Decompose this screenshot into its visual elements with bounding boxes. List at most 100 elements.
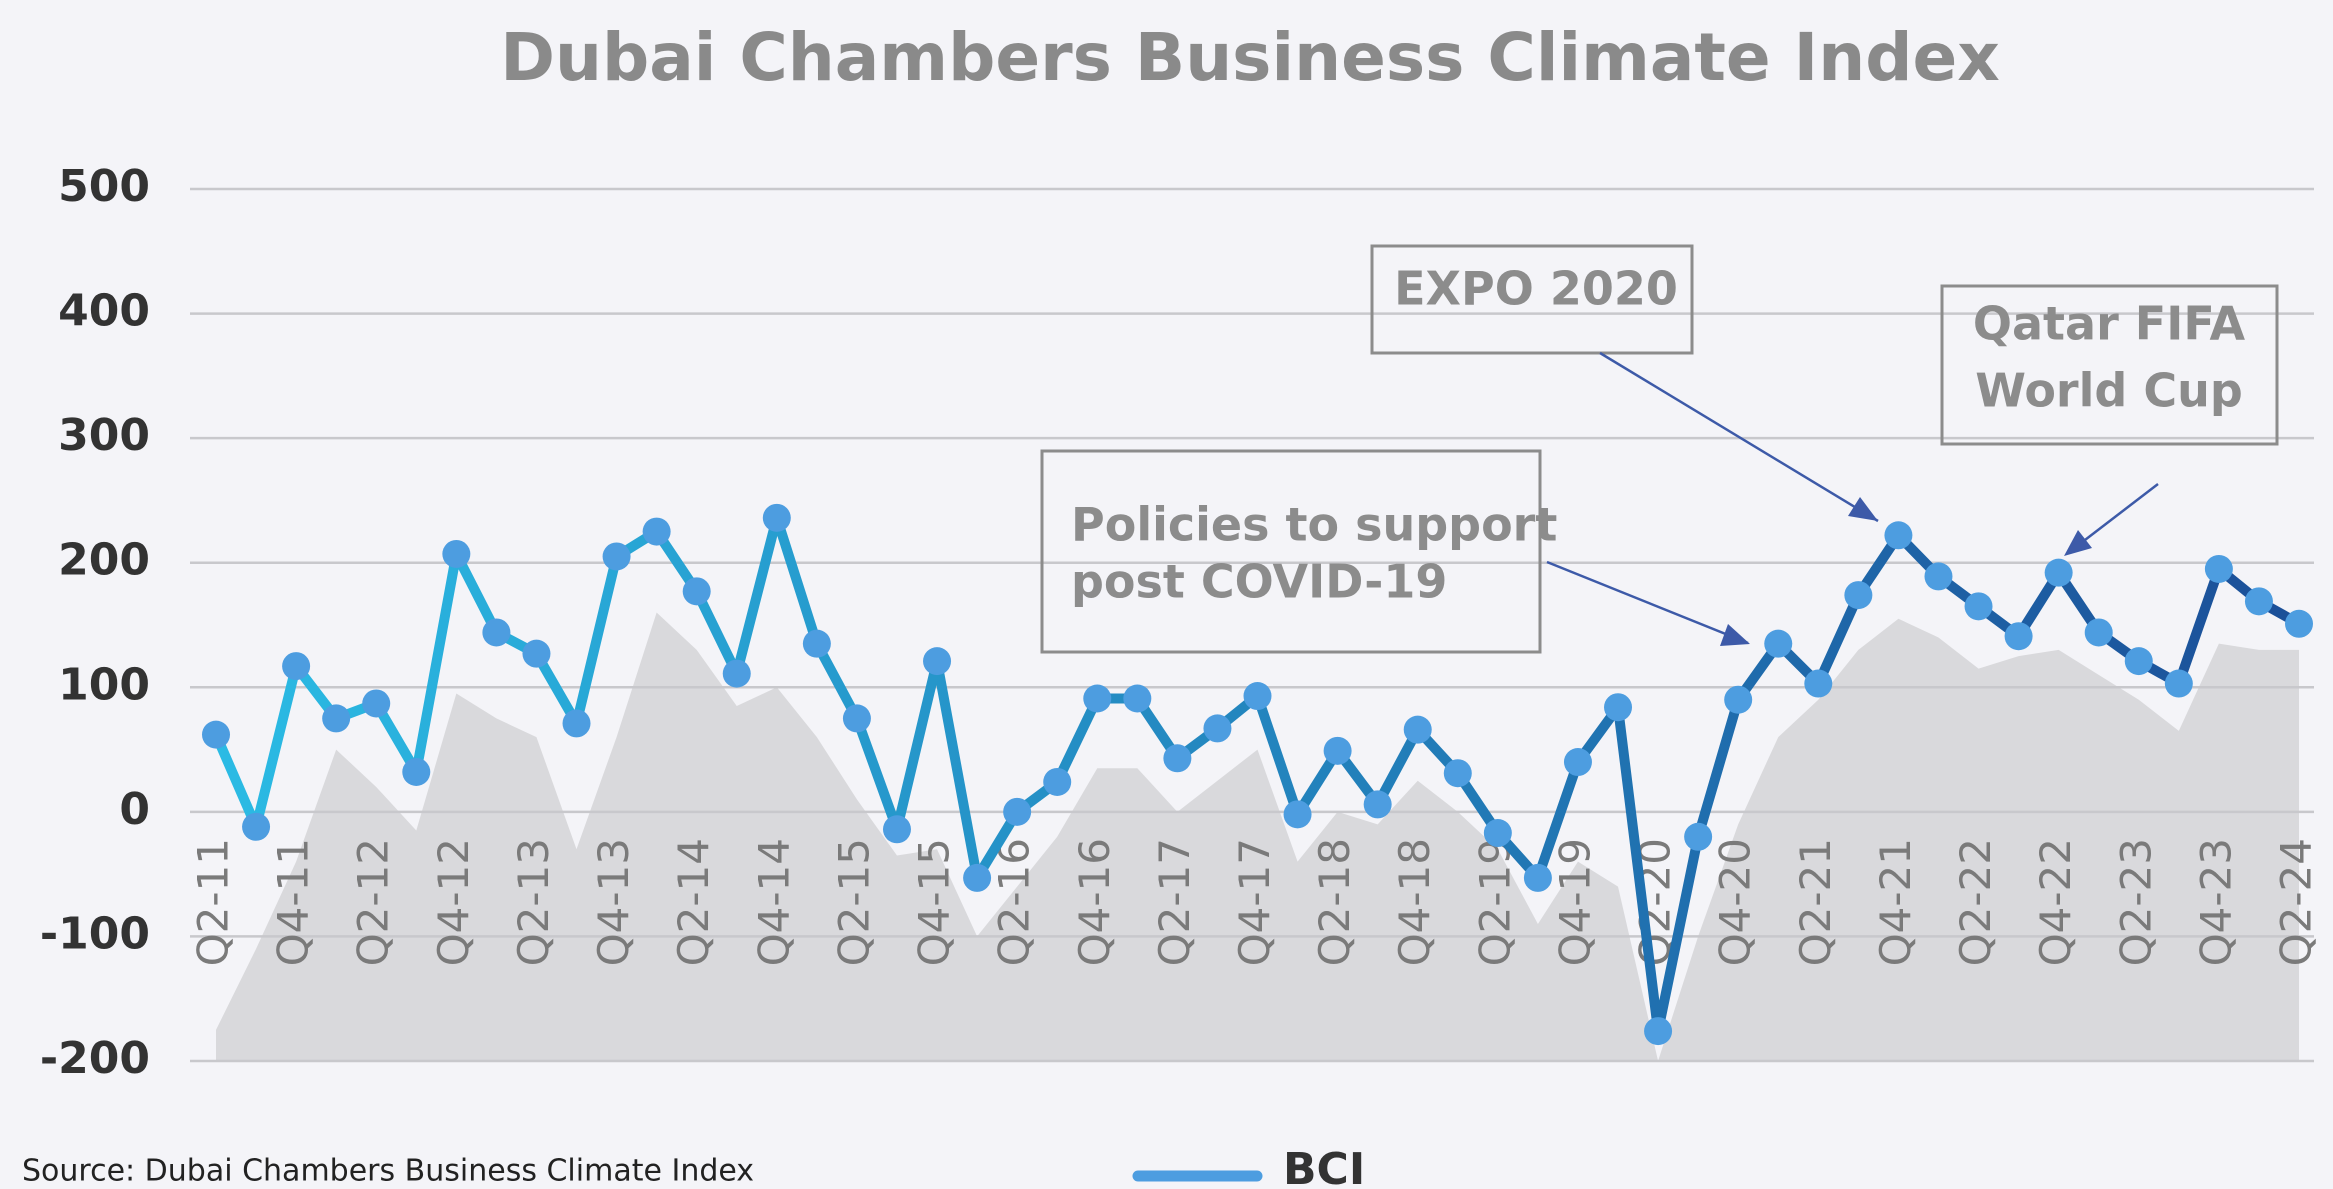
point xyxy=(762,503,791,532)
point xyxy=(1644,1017,1673,1046)
point xyxy=(1884,521,1913,550)
point xyxy=(1563,748,1592,777)
legend-label: BCI xyxy=(1283,1144,1365,1189)
annotation-box xyxy=(1940,284,2279,446)
x-tick-label: Q4-12 xyxy=(429,838,478,966)
area-layer xyxy=(216,612,2299,1061)
point xyxy=(402,757,431,786)
point xyxy=(242,812,271,841)
point xyxy=(842,704,871,733)
point xyxy=(1964,592,1993,621)
y-tick-label: 200 xyxy=(58,535,150,586)
point xyxy=(482,618,511,647)
x-tick-label: Q2-16 xyxy=(990,838,1039,966)
arrow-head xyxy=(1720,624,1750,646)
x-tick-label: Q4-14 xyxy=(749,838,798,966)
point xyxy=(2044,558,2073,587)
x-tick-label: Q2-23 xyxy=(2111,838,2160,966)
x-tick-label: Q4-13 xyxy=(589,838,638,966)
point xyxy=(1804,669,1833,698)
point xyxy=(1083,684,1112,713)
annotation-arrow xyxy=(1546,560,1749,645)
x-tick-label: Q2-19 xyxy=(1470,838,1519,966)
point xyxy=(1403,715,1432,744)
point xyxy=(1523,863,1552,892)
point xyxy=(1724,685,1753,714)
annotation-arrow xyxy=(1599,351,1879,523)
point xyxy=(963,863,992,892)
point xyxy=(1283,800,1312,829)
point xyxy=(1684,822,1713,851)
y-tick-label: -100 xyxy=(40,908,150,959)
grid-layer: -200 -100 0 100 200 300 400 500 Q2-11 Q4-11 Q2-12 Q… xyxy=(40,161,2321,1084)
x-tick-label: Q2-13 xyxy=(509,838,558,966)
x-tick-label: Q2-14 xyxy=(669,838,718,966)
point xyxy=(1243,682,1272,711)
area xyxy=(216,612,2299,1061)
x-tick-label: Q4-17 xyxy=(1230,838,1279,966)
point xyxy=(2285,609,2313,638)
point xyxy=(1163,744,1192,773)
point xyxy=(802,629,831,658)
y-tick-label: 500 xyxy=(58,161,150,212)
y-tick-label: 300 xyxy=(58,410,150,461)
point xyxy=(562,709,591,738)
annotation: Qatar FIFA World Cup xyxy=(1940,284,2279,556)
x-tick-label: Q4-15 xyxy=(910,838,959,966)
point xyxy=(1764,629,1793,658)
x-tick-label: Q2-22 xyxy=(1951,838,2000,966)
annotation-text: Qatar FIFA xyxy=(1973,297,2246,351)
point xyxy=(2204,554,2233,583)
point xyxy=(322,704,351,733)
x-tick-label: Q4-16 xyxy=(1070,838,1119,966)
annotation-box xyxy=(1040,449,1542,654)
point xyxy=(2164,669,2193,698)
point xyxy=(882,815,911,844)
point xyxy=(2004,622,2033,651)
point xyxy=(923,647,952,676)
annotation-text: EXPO 2020 xyxy=(1394,262,1678,316)
x-tick-label: Q2-24 xyxy=(2272,838,2321,966)
x-tick-label: Q4-18 xyxy=(1390,838,1439,966)
point xyxy=(722,659,751,688)
x-tick-label: Q4-11 xyxy=(269,838,318,966)
y-tick-label: 100 xyxy=(58,659,150,710)
point xyxy=(1443,759,1472,788)
point xyxy=(522,639,551,668)
point xyxy=(602,542,631,571)
chart-title: Dubai Chambers Business Climate Index xyxy=(500,19,2000,96)
point xyxy=(2124,647,2153,676)
source-note: Source: Dubai Chambers Business Climate … xyxy=(22,1154,754,1189)
annotation-box xyxy=(1370,244,1694,355)
point xyxy=(1363,790,1392,819)
point xyxy=(1483,819,1512,848)
point xyxy=(1924,562,1953,591)
y-tick-label: 400 xyxy=(58,286,150,337)
point xyxy=(642,517,671,546)
x-tick-label: Q4-20 xyxy=(1711,838,1760,966)
point xyxy=(682,577,711,606)
legend: BCI xyxy=(1132,1144,1365,1189)
arrow-head xyxy=(1848,497,1878,521)
x-tick-label: Q2-21 xyxy=(1791,838,1840,966)
point xyxy=(1203,714,1232,743)
point xyxy=(1323,736,1352,765)
arrow-head xyxy=(2064,530,2092,556)
x-tick-label: Q2-18 xyxy=(1310,838,1359,966)
x-tick-label: Q4-19 xyxy=(1550,838,1599,966)
x-tick-label: Q2-17 xyxy=(1150,838,1199,966)
point xyxy=(202,720,230,749)
y-tick-label: 0 xyxy=(119,784,150,835)
annotation-text: post COVID-19 xyxy=(1071,555,1447,609)
point xyxy=(442,539,471,568)
point xyxy=(362,689,391,718)
point xyxy=(1043,767,1072,796)
point xyxy=(1123,684,1152,713)
line-layer xyxy=(202,503,2313,1046)
point xyxy=(2084,618,2113,647)
point xyxy=(1003,797,1032,826)
x-tick-label: Q2-11 xyxy=(189,838,238,966)
x-tick-label: Q2-12 xyxy=(349,838,398,966)
annotation-text: Policies to support xyxy=(1071,498,1557,552)
